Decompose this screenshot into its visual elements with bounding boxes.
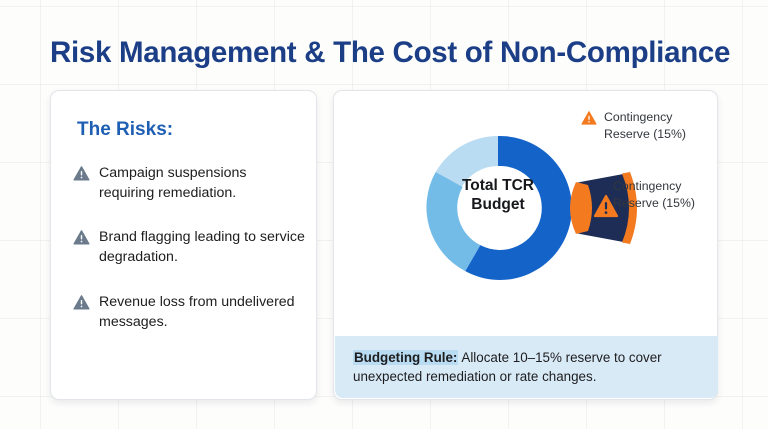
legend-line1: Contingency <box>604 110 673 124</box>
donut-slice-pale <box>435 136 498 187</box>
list-item: Campaign suspensions requiring remediati… <box>73 163 305 203</box>
donut-slice-strong <box>465 135 572 280</box>
warning-triangle-icon <box>581 110 597 126</box>
donut-exploded-wedge <box>570 171 637 245</box>
legend-line1: Contingency <box>613 179 682 193</box>
page-title: Risk Management & The Cost of Non-Compli… <box>50 36 731 69</box>
legend-item-contingency-middle: Contingency Reserve (15%) <box>613 178 695 213</box>
risks-card: The Risks: Campaign suspensions requirin… <box>50 90 317 400</box>
warning-triangle-icon <box>73 229 90 246</box>
legend-label: Contingency Reserve (15%) <box>613 178 695 213</box>
list-item: Revenue loss from undelivered messages. <box>73 292 305 332</box>
budget-chart-card: Total TCR Budget Contingency Reserve (15… <box>333 90 718 400</box>
risk-item-text: Campaign suspensions requiring remediati… <box>99 165 247 202</box>
warning-triangle-icon <box>73 165 90 182</box>
list-item: Brand flagging leading to service degrad… <box>73 227 305 267</box>
donut-chart: Total TCR Budget Contingency Reserve (15… <box>334 91 719 341</box>
legend-label: Contingency Reserve (15%) <box>604 109 686 144</box>
risk-item-text: Revenue loss from undelivered messages. <box>99 293 295 330</box>
budgeting-rule-body: Allocate 10–15% reserve to cover unexpec… <box>353 350 662 385</box>
budgeting-rule-banner: Budgeting Rule: Allocate 10–15% reserve … <box>335 336 718 398</box>
risks-heading: The Risks: <box>77 119 174 140</box>
legend-line2: Reserve (15%) <box>604 127 687 142</box>
legend-item-contingency-top: Contingency Reserve (15%) <box>581 109 686 144</box>
legend-line2: Reserve (15%) <box>613 196 696 211</box>
budgeting-rule-label: Budgeting Rule: <box>353 350 459 365</box>
warning-triangle-icon <box>73 294 90 311</box>
risk-item-text: Brand flagging leading to service degrad… <box>99 229 305 266</box>
donut-slice-light <box>426 172 481 272</box>
budgeting-rule-text: Budgeting Rule: Allocate 10–15% reserve … <box>353 348 700 386</box>
risk-list: Campaign suspensions requiring remediati… <box>73 163 305 332</box>
